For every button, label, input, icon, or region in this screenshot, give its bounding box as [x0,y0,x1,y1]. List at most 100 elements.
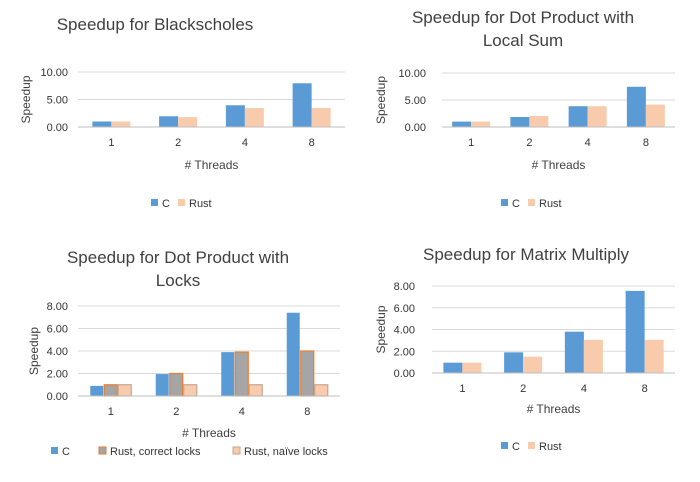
x-tick-label: 8 [643,137,649,149]
y-tick-label: 8.00 [47,301,68,313]
x-tick-label: 1 [108,137,114,149]
bar-rust-1 [471,121,491,127]
x-axis-label: # Threads [185,158,239,172]
bar-c-4 [564,331,584,373]
bar-rust-correct-locks-2 [169,372,184,397]
x-tick-label: 4 [581,383,587,395]
bar-c-1 [92,121,112,127]
bar-rust-4 [587,106,607,127]
bar-rust-na-ve-locks-4 [248,384,263,397]
bar-c-8 [625,290,645,373]
bar-c-2 [510,117,530,127]
x-axis-label: # Threads [182,426,236,440]
bar-rust-2 [523,356,543,373]
legend-label: C [512,441,520,453]
legend-label: Rust, naïve locks [244,446,328,458]
legend-label: Rust [539,198,562,210]
bar-c-4 [568,106,588,127]
bar-c-4 [221,352,235,396]
chart-2: Speedup for Dot Product with Local Sum 0.0… [374,8,675,210]
x-tick-label: 1 [108,406,114,418]
x-tick-label: 1 [468,137,474,149]
bar-c-2 [159,116,179,127]
bar-rust-na-ve-locks-2 [183,384,198,397]
bar-rust-2 [178,117,198,127]
legend-swatch [232,446,241,455]
chart-title: Local Sum [483,31,563,50]
y-tick-label: 6.00 [47,324,68,336]
y-axis-label: Speedup [374,76,388,124]
x-tick-label: 8 [309,137,315,149]
y-tick-label: 0.00 [394,368,415,380]
bar-rust-4 [583,339,603,373]
y-tick-label: 6.00 [394,303,415,315]
bar-c-4 [225,105,245,127]
bar-rust-1 [111,121,131,127]
bar-c-1 [452,121,472,127]
legend-swatch [178,199,185,206]
chart-title: Speedup for Blackscholes [57,15,254,34]
legend-label: C [162,198,170,210]
y-tick-label: 2.00 [394,346,415,358]
x-tick-label: 8 [642,383,648,395]
y-tick-label: 0.00 [47,391,68,403]
legend-swatch [528,442,535,449]
legend-label: Rust [539,441,562,453]
x-tick-label: 4 [585,137,591,149]
y-tick-label: 10.00 [40,67,68,79]
bar-rust-8 [644,339,664,373]
x-tick-label: 2 [173,406,179,418]
x-tick-label: 8 [304,406,310,418]
bar-rust-na-ve-locks-1 [117,384,132,397]
y-tick-label: 5.00 [405,95,426,107]
y-axis-label: Speedup [374,305,388,353]
x-axis-label: # Threads [532,158,586,172]
chart-title: Speedup for Dot Product with [67,248,289,267]
y-tick-label: 0.00 [405,122,426,134]
bar-rust-1 [462,362,482,373]
chart-title: Speedup for Matrix Multiply [423,245,629,264]
bar-c-2 [504,352,524,373]
bar-rust-correct-locks-8 [300,350,315,397]
legend-swatch [501,442,508,449]
x-tick-label: 2 [526,137,532,149]
y-axis-label: Speedup [19,75,33,123]
chart-3: Speedup for Dot Product with Locks 0.00 2.0… [27,248,340,458]
bar-c-2 [155,374,169,396]
y-tick-label: 2.00 [47,369,68,381]
bar-c-8 [292,83,312,127]
legend-swatch [51,447,58,454]
bar-rust-correct-locks-4 [234,351,249,397]
bar-c-8 [626,86,646,127]
chart-title: Speedup for Dot Product with [412,8,634,27]
y-tick-label: 0.00 [47,122,68,134]
legend-label: C [62,446,70,458]
bar-rust-na-ve-locks-8 [314,384,329,397]
x-tick-label: 2 [175,137,181,149]
x-tick-label: 1 [459,383,465,395]
legend-swatch [528,199,535,206]
x-axis-label: # Threads [527,402,581,416]
chart-4: Speedup for Matrix Multiply 0.00 2.00 4.00 6… [374,245,675,453]
bar-rust-8 [311,108,331,127]
legend-swatch [501,199,508,206]
legend-label: Rust, correct locks [110,446,201,458]
y-tick-label: 10.00 [398,68,426,80]
bar-rust-4 [244,108,264,127]
y-tick-label: 8.00 [394,281,415,293]
bar-c-8 [286,312,300,396]
y-axis-label: Speedup [27,327,41,375]
x-tick-label: 4 [239,406,245,418]
x-tick-label: 2 [520,383,526,395]
bar-c-1 [443,362,463,373]
y-tick-label: 4.00 [394,325,415,337]
bar-rust-8 [645,104,665,127]
legend-swatch [151,199,158,206]
chart-1: Speedup for Blackscholes 0.00 5.00 10.00 1 2 4… [19,15,345,210]
legend-label: C [512,198,520,210]
y-tick-label: 5.00 [47,95,68,107]
legend-label: Rust [189,198,212,210]
bar-c-1 [90,385,104,396]
x-tick-label: 4 [242,137,248,149]
